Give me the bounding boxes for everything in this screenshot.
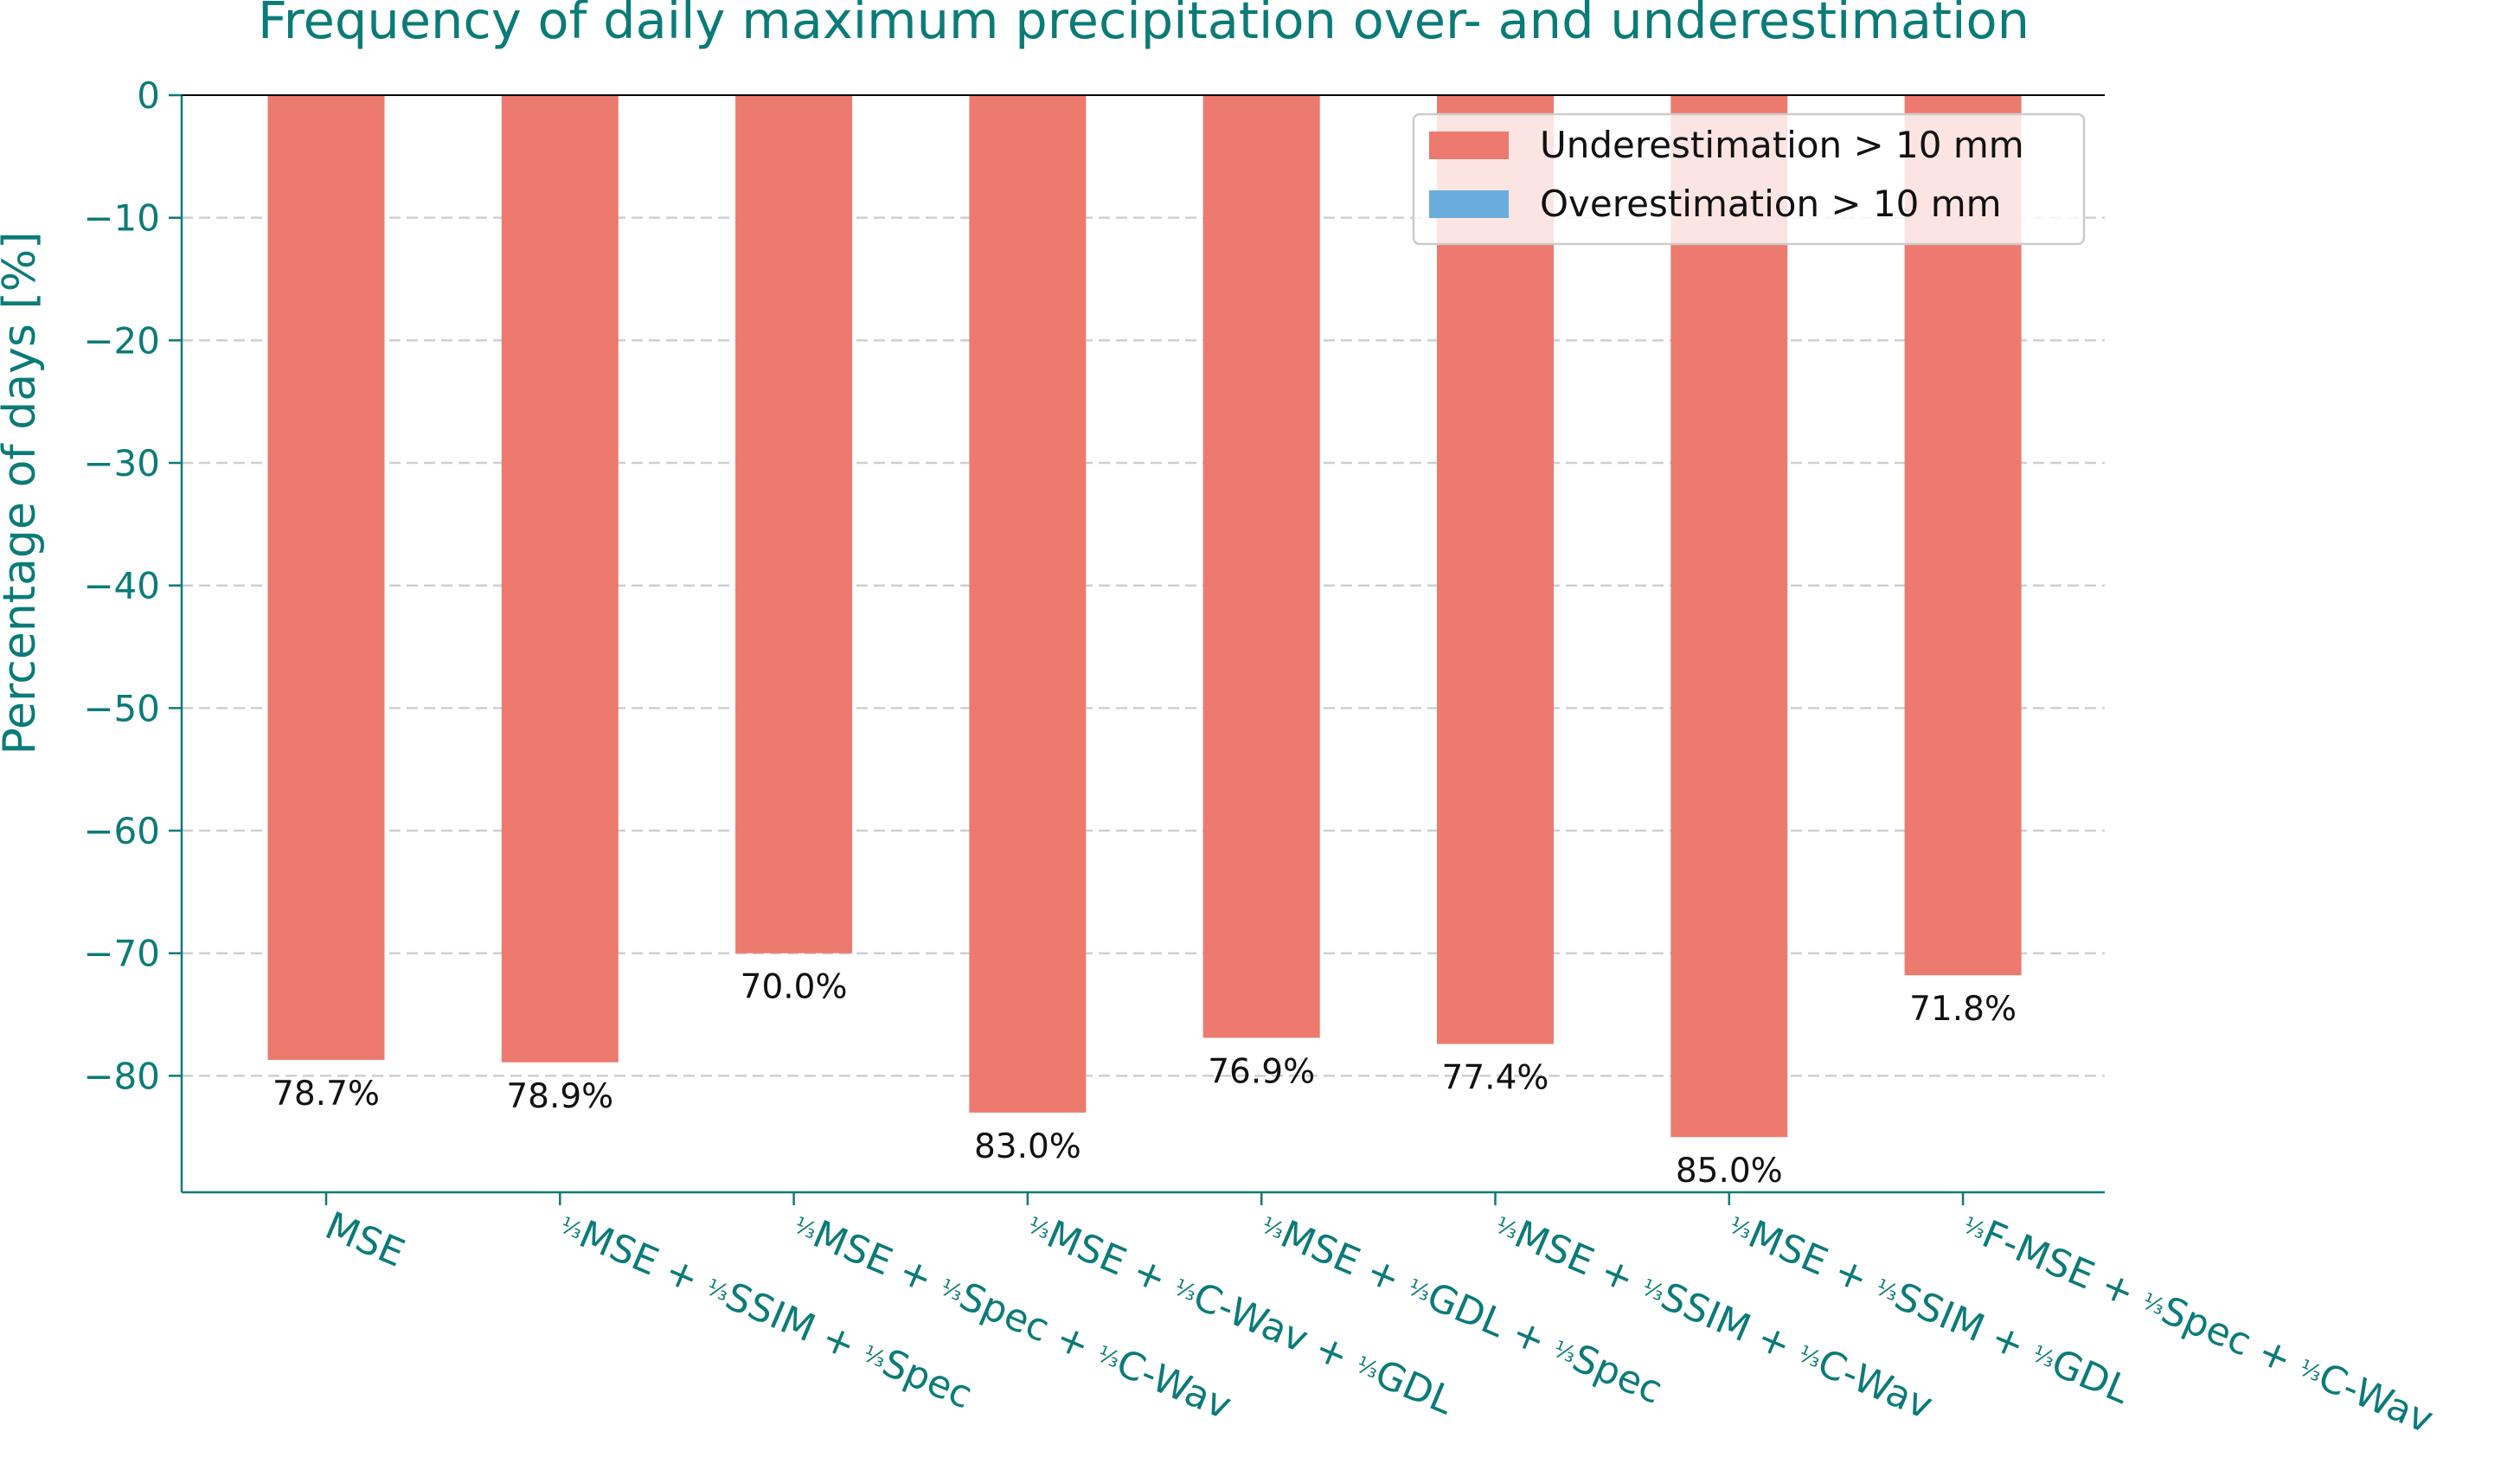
x-tick-label: ⅓F-MSE + ⅓Spec + ⅓C-Wav (1956, 1204, 2440, 1442)
y-tick-label: −10 (83, 197, 160, 240)
term-label: C-Wav + (1187, 1274, 1366, 1383)
legend-label: Overestimation > 10 mm (1540, 183, 2002, 225)
x-tick-label: ⅓MSE + ⅓GDL + ⅓Spec (1254, 1204, 1669, 1413)
y-tick-label: −50 (83, 687, 160, 729)
grid-lines (182, 216, 2105, 1077)
legend-swatch (1429, 132, 1509, 159)
bar (267, 95, 385, 1060)
bar (501, 95, 619, 1062)
data-label: 77.4% (1442, 1059, 1549, 1098)
data-labels: 78.7% 78.9% 70.0% 83.0% 76.9% 77.4% 85.0% 71.8% (273, 968, 2017, 1191)
y-tick-label: −40 (83, 565, 160, 607)
data-label: 70.0% (741, 968, 848, 1007)
bars (267, 95, 2022, 1138)
x-tick-label: ⅓MSE + ⅓Spec + ⅓C-Wav (786, 1204, 1237, 1428)
y-axis-label: Percentage of days [%] (0, 232, 46, 755)
term-label: MSE + (1274, 1212, 1418, 1306)
data-label: 76.9% (1208, 1052, 1315, 1091)
y-tick-label: −70 (83, 933, 160, 975)
term-label: F-MSE + (1976, 1212, 2152, 1320)
legend-box (1412, 112, 2086, 246)
term-label: C-Wav (1110, 1341, 1237, 1428)
term-label: Spec (876, 1341, 979, 1418)
term-label: SSIM + (1655, 1274, 1809, 1373)
legend: Underestimation > 10 mm Overestimation > … (1412, 112, 2086, 246)
term-label: C-Wav (1811, 1341, 1939, 1428)
term-label: GDL + (1420, 1274, 1563, 1368)
x-tick-label: ⅓MSE + ⅓SSIM + ⅓GDL (1722, 1204, 2137, 1413)
term-label: Spec + (2155, 1288, 2309, 1387)
x-tick-label: MSE (319, 1204, 411, 1276)
data-label: 83.0% (974, 1127, 1081, 1166)
y-tick-label: −80 (83, 1055, 160, 1097)
bar (969, 95, 1087, 1113)
term-label: MSE + (1742, 1212, 1886, 1306)
term-label: MSE + (807, 1212, 951, 1306)
data-label: 78.7% (273, 1075, 380, 1114)
term-label: Spec + (953, 1274, 1107, 1373)
term-label: Spec (1566, 1336, 1669, 1413)
bar (1670, 95, 1788, 1138)
x-tick-label: ⅓MSE + ⅓C-Wav + ⅓GDL (1021, 1204, 1460, 1423)
term-label: MSE + (573, 1212, 716, 1306)
y-tick-label: −20 (83, 319, 160, 362)
data-label: 85.0% (1676, 1152, 1783, 1191)
data-label: 71.8% (1909, 990, 2017, 1029)
term-label: SSIM + (1888, 1274, 2042, 1373)
x-tick-label: ⅓MSE + ⅓SSIM + ⅓C-Wav (1488, 1204, 1939, 1428)
term-label: SSIM + (719, 1274, 873, 1373)
y-tick-label: −60 (83, 810, 160, 852)
legend-swatch (1429, 190, 1509, 218)
term-label: GDL (2045, 1341, 2137, 1413)
legend-label: Underestimation > 10 mm (1540, 124, 2024, 166)
x-tick-label: ⅓MSE + ⅓SSIM + ⅓Spec (553, 1204, 978, 1417)
y-tick-label: −30 (83, 442, 160, 485)
chart-title: Frequency of daily maximum precipitation… (258, 0, 2029, 50)
bar (1202, 95, 1320, 1038)
bar (735, 95, 853, 953)
y-tick-label: 0 (137, 74, 160, 117)
term-label: MSE + (1041, 1212, 1184, 1306)
term-label: C-Wav (2312, 1355, 2440, 1442)
bar (1437, 95, 1554, 1044)
term-label: MSE + (1508, 1212, 1651, 1306)
term-label: GDL (1369, 1351, 1460, 1423)
data-label: 78.9% (506, 1077, 613, 1116)
